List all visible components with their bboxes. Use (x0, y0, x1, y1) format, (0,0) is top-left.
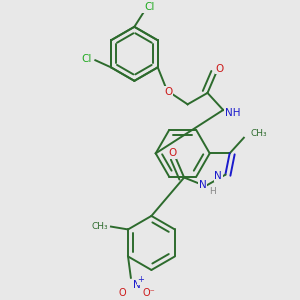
Text: Cl: Cl (145, 2, 155, 12)
Text: O⁻: O⁻ (143, 288, 156, 298)
Text: N: N (133, 280, 140, 290)
Text: N: N (199, 180, 206, 190)
Text: CH₃: CH₃ (91, 222, 108, 231)
Text: O: O (215, 64, 223, 74)
Text: +: + (137, 275, 144, 284)
Text: N: N (214, 171, 222, 181)
Text: O: O (168, 148, 176, 158)
Text: Cl: Cl (82, 54, 92, 64)
Text: O: O (164, 86, 173, 97)
Text: O: O (118, 288, 126, 298)
Text: CH₃: CH₃ (251, 129, 268, 138)
Text: H: H (209, 187, 216, 196)
Text: NH: NH (225, 108, 240, 118)
